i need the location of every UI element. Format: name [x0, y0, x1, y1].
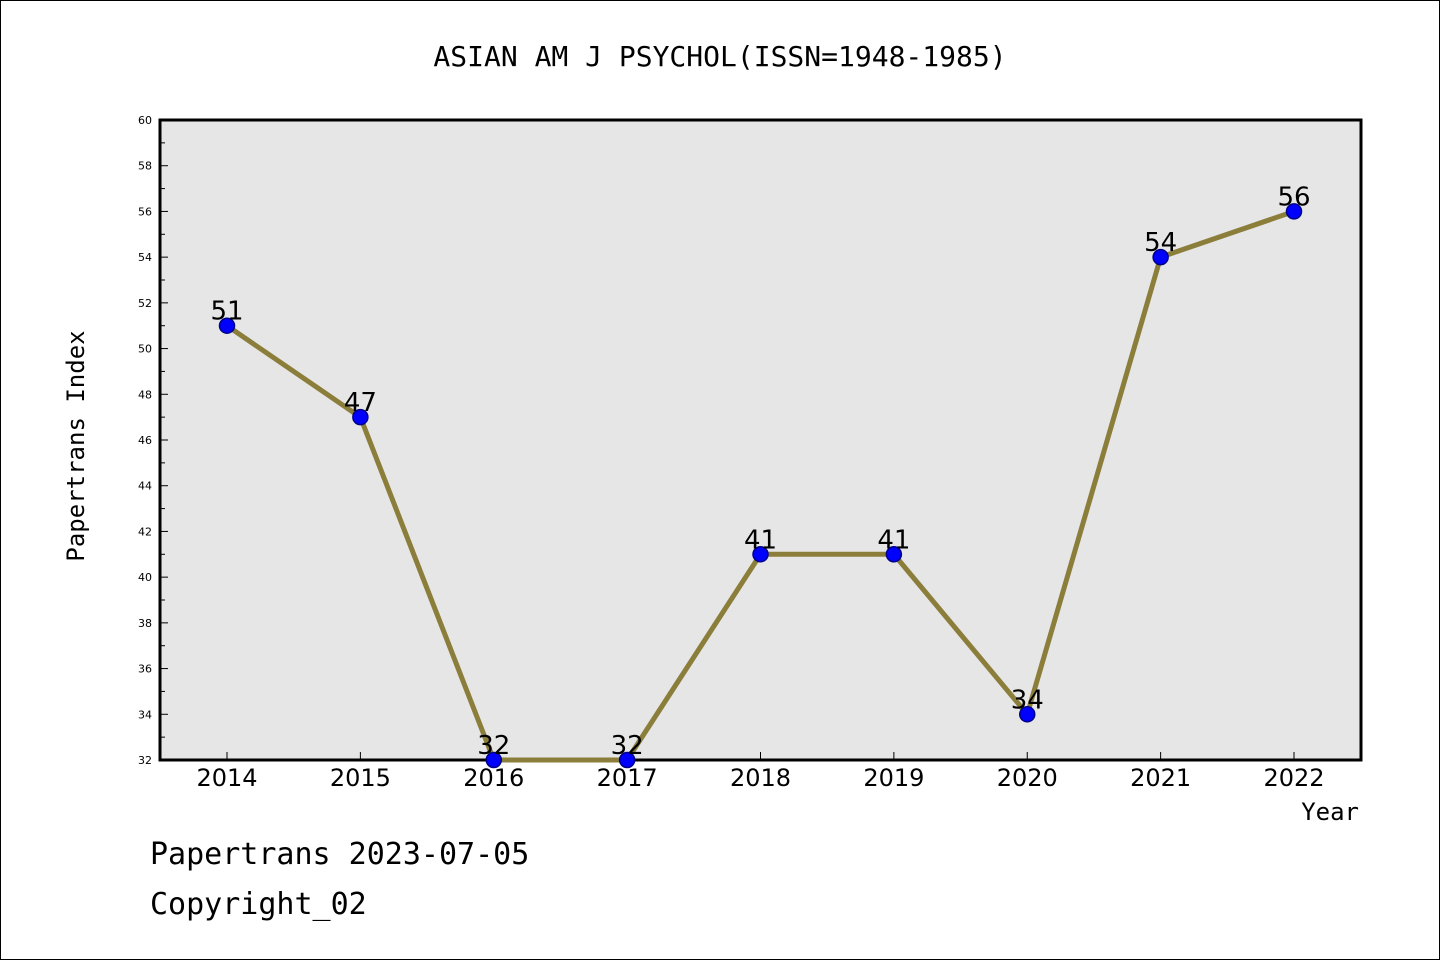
data-point — [485, 751, 502, 769]
data-label: 51 — [210, 297, 243, 327]
plot-area — [158, 118, 1363, 762]
y-tick-label: 46 — [138, 434, 152, 447]
data-label-group: 51 47 32 32 41 41 34 54 56 — [210, 182, 1310, 761]
data-point — [352, 408, 369, 426]
data-label: 56 — [1277, 182, 1310, 212]
data-label: 47 — [344, 388, 377, 418]
y-tick-label: 50 — [138, 343, 152, 356]
y-axis-ticks: 32 34 36 38 40 42 44 46 48 50 52 54 56 58 60 — [138, 114, 168, 767]
y-tick-label: 44 — [138, 480, 152, 493]
x-tick-label: 2019 — [863, 764, 924, 792]
data-point — [1285, 203, 1303, 220]
y-tick-label: 38 — [138, 617, 152, 630]
footer-copyright: Copyright_02 — [150, 887, 367, 922]
chart-title: ASIAN AM J PSYCHOL(ISSN=1948-1985) — [433, 40, 1006, 73]
data-label: 34 — [1011, 685, 1044, 715]
data-label: 41 — [744, 525, 777, 555]
y-tick-label: 54 — [138, 251, 152, 264]
data-point — [218, 317, 236, 334]
data-label: 32 — [611, 731, 644, 761]
y-tick-label: 32 — [138, 754, 152, 767]
y-tick-label: 40 — [138, 571, 152, 584]
x-tick-label: 2014 — [196, 764, 257, 792]
y-tick-label: 60 — [138, 114, 152, 127]
y-axis-title: Papertrans Index — [62, 330, 90, 561]
data-point — [752, 546, 769, 563]
footer-date: Papertrans 2023-07-05 — [150, 837, 529, 872]
x-tick-label: 2017 — [597, 764, 658, 792]
data-point — [1152, 248, 1169, 266]
x-tick-label: 2022 — [1263, 764, 1324, 792]
data-label: 41 — [877, 525, 910, 555]
y-tick-label: 52 — [138, 297, 152, 310]
x-axis-title: Year — [1301, 798, 1359, 826]
data-point — [885, 546, 903, 563]
data-label: 54 — [1144, 228, 1177, 258]
y-tick-label: 58 — [138, 160, 152, 173]
x-tick-label: 2016 — [463, 764, 524, 792]
x-axis-ticks: 2014 2015 2016 2017 2018 2019 2020 2021 2022 — [196, 752, 1325, 792]
data-label: 32 — [477, 731, 510, 761]
data-point-group — [218, 203, 1303, 769]
x-tick-label: 2015 — [330, 764, 391, 792]
y-tick-label: 34 — [138, 708, 152, 721]
x-tick-label: 2021 — [1130, 764, 1191, 792]
y-tick-label: 48 — [138, 388, 152, 401]
data-point — [1019, 706, 1036, 723]
data-point — [618, 751, 636, 769]
y-tick-label: 56 — [138, 205, 152, 218]
x-tick-label: 2020 — [997, 764, 1058, 792]
y-tick-label: 36 — [138, 663, 152, 676]
y-tick-label: 42 — [138, 525, 152, 538]
x-tick-label: 2018 — [730, 764, 791, 792]
